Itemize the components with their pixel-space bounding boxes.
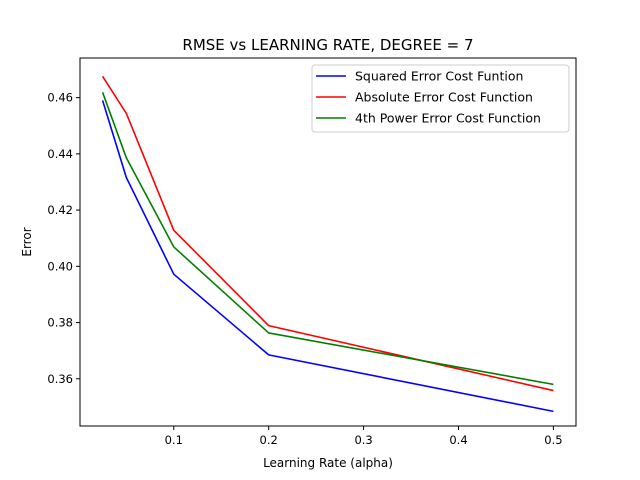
legend-label-1: Squared Error Cost Funtion	[355, 69, 523, 84]
y-axis: 0.36 0.38 0.40 0.42 0.44 0.46	[47, 91, 80, 386]
x-tick-label: 0.3	[354, 433, 372, 447]
y-tick-label: 0.46	[47, 91, 73, 105]
y-tick-label: 0.44	[47, 147, 73, 161]
y-tick-label: 0.42	[47, 203, 73, 217]
legend-label-2: Absolute Error Cost Function	[355, 90, 533, 105]
x-tick-label: 0.2	[260, 433, 278, 447]
series-line-3	[101, 92, 554, 386]
series-line-1	[101, 100, 554, 413]
y-tick-label: 0.36	[47, 372, 73, 386]
y-axis-label: Error	[20, 227, 34, 256]
legend: Squared Error Cost Funtion Absolute Error…	[311, 64, 570, 133]
y-tick-label: 0.38	[47, 316, 73, 330]
legend-label-3: 4th Power Error Cost Function	[355, 111, 541, 126]
x-tick-label: 0.4	[449, 433, 467, 447]
y-tick-label: 0.40	[47, 259, 73, 273]
series-line-2	[101, 75, 554, 392]
legend-box	[311, 64, 570, 133]
chart-title: RMSE vs LEARNING RATE, DEGREE = 7	[182, 36, 473, 54]
plot-frame	[79, 57, 577, 427]
x-tick-label: 0.5	[544, 433, 562, 447]
x-axis: 0.1 0.2 0.3 0.4 0.5	[165, 426, 563, 447]
x-axis-label: Learning Rate (alpha)	[263, 456, 393, 470]
x-tick-label: 0.1	[165, 433, 183, 447]
series-layer	[101, 75, 554, 413]
